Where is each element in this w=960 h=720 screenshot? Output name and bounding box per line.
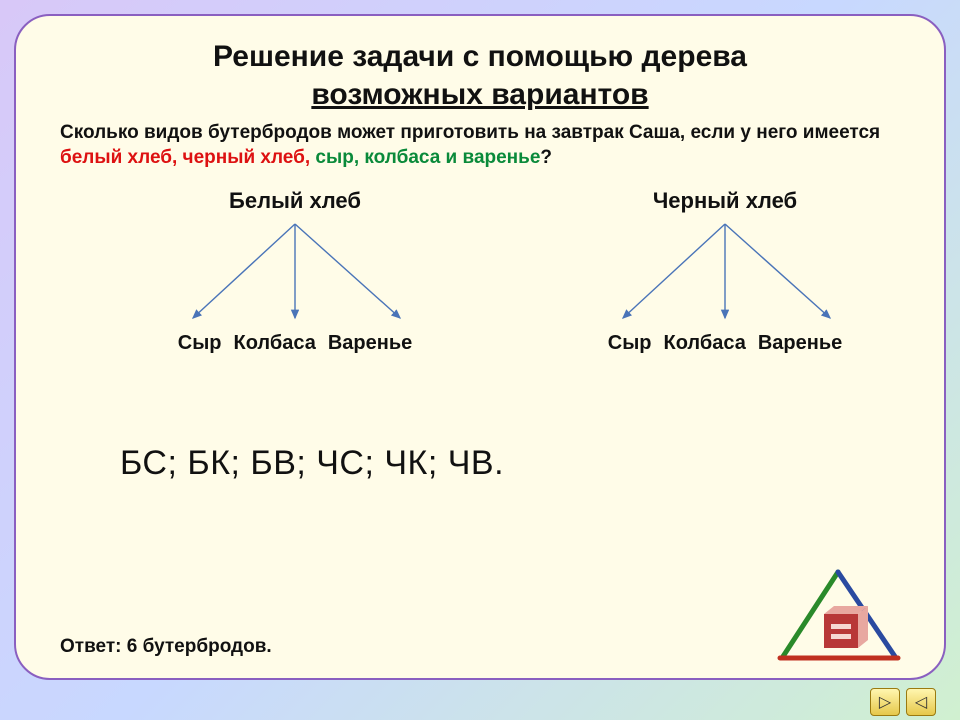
leaf: Варенье <box>328 332 412 355</box>
tree-arrows-2 <box>575 218 875 328</box>
tree-root-2: Черный хлеб <box>550 188 900 214</box>
combinations-list: БС; БК; БВ; ЧС; ЧК; ЧВ. <box>120 444 900 483</box>
tree-white-bread: Белый хлеб Сыр Колбаса Варенье <box>120 188 470 355</box>
tree-root-1: Белый хлеб <box>120 188 470 214</box>
tree-black-bread: Черный хлеб Сыр Колбаса Варенье <box>550 188 900 355</box>
tree-arrows-1 <box>145 218 445 328</box>
tree-leaves-1: Сыр Колбаса Варенье <box>120 332 470 355</box>
tree-diagram-area: Белый хлеб Сыр Колбаса Варенье Черный хл… <box>60 188 900 388</box>
nav-buttons: ▷ ◁ <box>870 688 936 716</box>
leaf: Варенье <box>758 332 842 355</box>
prev-button[interactable]: ◁ <box>906 688 936 716</box>
title-line1: Решение задачи с помощью дерева <box>213 40 747 73</box>
question-item-1: белый хлеб, черный хлеб, <box>60 147 315 168</box>
slide-frame: Решение задачи с помощью дерева возможны… <box>14 14 946 680</box>
slide-title: Решение задачи с помощью дерева возможны… <box>60 38 900 113</box>
leaf: Сыр <box>608 332 652 355</box>
leaf: Колбаса <box>234 332 316 355</box>
question-mark: ? <box>540 147 552 168</box>
title-line2: возможных вариантов <box>311 78 648 111</box>
chevron-left-icon: ◁ <box>915 692 927 712</box>
tree-leaves-2: Сыр Колбаса Варенье <box>550 332 900 355</box>
question-text: Сколько видов бутербродов может приготов… <box>60 121 900 170</box>
question-leadin: Сколько видов бутербродов может приготов… <box>60 122 880 143</box>
pencils-cube-decoration <box>774 566 904 666</box>
leaf: Колбаса <box>664 332 746 355</box>
question-item-3: колбаса и варенье <box>364 147 540 168</box>
chevron-right-icon: ▷ <box>879 692 891 712</box>
next-button[interactable]: ▷ <box>870 688 900 716</box>
answer-text: Ответ: 6 бутербродов. <box>60 636 272 658</box>
question-item-2: сыр, <box>315 147 364 168</box>
leaf: Сыр <box>178 332 222 355</box>
